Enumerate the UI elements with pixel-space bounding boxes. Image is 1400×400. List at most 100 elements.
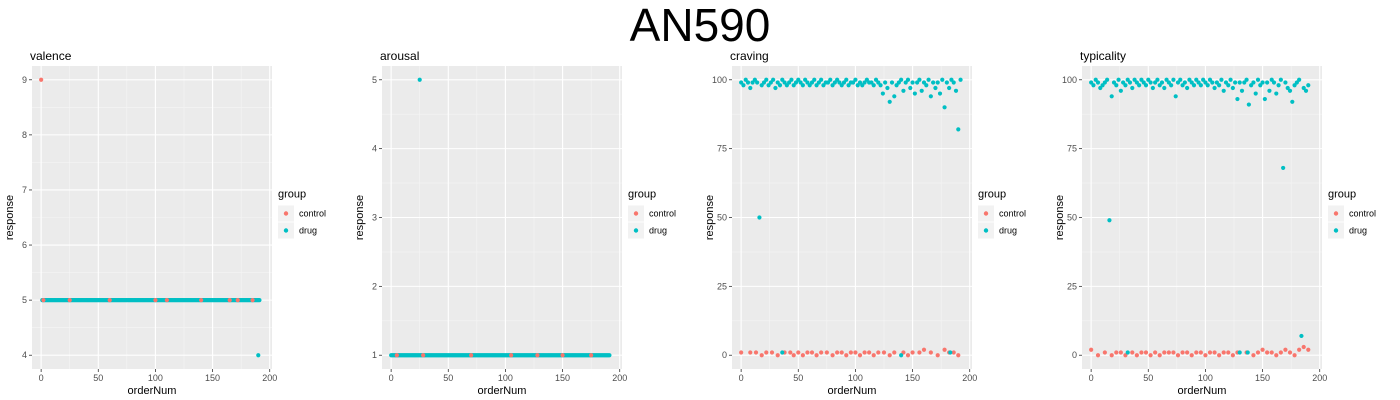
point-drug bbox=[755, 80, 760, 85]
point-control bbox=[1180, 350, 1185, 355]
point-control bbox=[39, 77, 44, 82]
chart-panel-valence: valence 0 50 100 150 200 4 5 6 7 8 9 orderNum respons… bbox=[0, 0, 350, 400]
point-drug bbox=[958, 77, 963, 82]
point-control bbox=[589, 353, 594, 358]
point-drug bbox=[1201, 77, 1206, 82]
point-drug bbox=[915, 80, 920, 85]
legend-label-control: control bbox=[1349, 209, 1376, 219]
point-control bbox=[535, 353, 540, 358]
point-control bbox=[1230, 353, 1235, 358]
point-control bbox=[1306, 347, 1311, 352]
point-control bbox=[1123, 353, 1128, 358]
point-control bbox=[1143, 350, 1149, 355]
point-drug bbox=[1185, 85, 1190, 91]
legend-title: group bbox=[278, 189, 306, 201]
legend-key-control bbox=[283, 211, 289, 216]
point-control bbox=[921, 347, 927, 352]
point-drug bbox=[745, 80, 751, 85]
point-drug bbox=[1217, 83, 1222, 88]
point-control bbox=[1139, 350, 1144, 355]
tick-label-x: 200 bbox=[612, 373, 627, 383]
point-control bbox=[1297, 347, 1302, 352]
point-drug bbox=[1226, 83, 1231, 88]
point-drug bbox=[885, 85, 890, 91]
point-control bbox=[1260, 347, 1265, 352]
point-control bbox=[800, 353, 805, 358]
point-drug bbox=[1194, 77, 1199, 82]
legend-label-control: control bbox=[999, 209, 1026, 219]
point-control bbox=[1212, 350, 1217, 355]
point-drug bbox=[899, 353, 904, 358]
point-drug bbox=[1244, 77, 1249, 82]
point-control bbox=[935, 353, 940, 358]
point-drug bbox=[944, 80, 949, 85]
point-control bbox=[1089, 347, 1094, 352]
point-drug bbox=[901, 88, 906, 93]
point-drug bbox=[1262, 96, 1267, 102]
point-drug bbox=[871, 83, 876, 88]
point-drug bbox=[773, 85, 778, 91]
point-drug bbox=[1235, 96, 1240, 102]
point-drug bbox=[1180, 83, 1185, 88]
point-drug bbox=[830, 83, 835, 88]
point-drug bbox=[1141, 80, 1146, 85]
point-drug bbox=[917, 77, 922, 82]
tick-label-y: 25 bbox=[717, 281, 727, 291]
chart-svg: craving 0 50 100 150 200 0 25 50 75 100 orderNum res… bbox=[704, 49, 1026, 397]
tick-label-x: 50 bbox=[1143, 373, 1153, 383]
point-drug bbox=[759, 83, 764, 88]
legend-key-drug bbox=[1333, 228, 1339, 233]
point-drug bbox=[912, 91, 917, 96]
tick-label-y: 50 bbox=[1067, 213, 1077, 223]
point-drug bbox=[1130, 85, 1135, 91]
point-control bbox=[107, 298, 112, 303]
point-control bbox=[892, 350, 897, 355]
point-drug bbox=[841, 80, 847, 85]
point-drug bbox=[1118, 88, 1123, 93]
point-drug bbox=[1171, 77, 1176, 82]
tick-label-y: 6 bbox=[22, 240, 27, 250]
point-control bbox=[1283, 347, 1288, 352]
point-drug bbox=[1166, 80, 1171, 85]
tick-label-x: 100 bbox=[1198, 373, 1213, 383]
point-drug bbox=[1274, 91, 1279, 96]
point-drug bbox=[1105, 77, 1110, 82]
point-drug bbox=[766, 83, 771, 88]
point-drug bbox=[780, 350, 785, 355]
point-drug bbox=[894, 83, 899, 88]
point-drug bbox=[1121, 80, 1126, 85]
legend-label-control: control bbox=[299, 209, 326, 219]
tick-label-x: 200 bbox=[962, 373, 977, 383]
chart-panel-arousal: arousal 0 50 100 150 200 1 2 3 4 5 orderNum response… bbox=[350, 0, 700, 400]
point-control bbox=[1301, 344, 1306, 350]
point-control bbox=[748, 350, 753, 355]
point-control bbox=[1102, 350, 1107, 355]
point-control bbox=[1157, 353, 1162, 358]
point-drug bbox=[1198, 83, 1203, 88]
point-drug bbox=[878, 83, 883, 88]
chart-title: valence bbox=[30, 49, 72, 63]
point-drug bbox=[1294, 80, 1299, 85]
point-drug bbox=[787, 80, 792, 85]
point-control bbox=[862, 350, 867, 355]
point-control bbox=[769, 350, 775, 355]
point-drug bbox=[883, 80, 888, 85]
point-drug bbox=[828, 77, 833, 82]
point-drug bbox=[892, 94, 897, 99]
point-drug bbox=[947, 85, 952, 91]
point-drug bbox=[924, 83, 929, 88]
point-control bbox=[956, 353, 961, 358]
tick-label-x: 100 bbox=[498, 373, 513, 383]
page-title: AN590 bbox=[629, 0, 771, 51]
point-control bbox=[788, 350, 793, 355]
legend-key-drug bbox=[283, 228, 289, 233]
tick-label-y: 100 bbox=[712, 75, 727, 85]
chart-panel-craving: craving 0 50 100 150 200 0 25 50 75 100 orderNum res… bbox=[700, 0, 1050, 400]
point-drug bbox=[869, 80, 874, 85]
point-drug bbox=[1249, 83, 1254, 88]
tick-label-y: 75 bbox=[1067, 144, 1077, 154]
point-drug bbox=[1153, 80, 1158, 85]
tick-label-x: 150 bbox=[555, 373, 570, 383]
point-drug bbox=[896, 80, 901, 85]
tick-label-y: 4 bbox=[372, 144, 377, 154]
